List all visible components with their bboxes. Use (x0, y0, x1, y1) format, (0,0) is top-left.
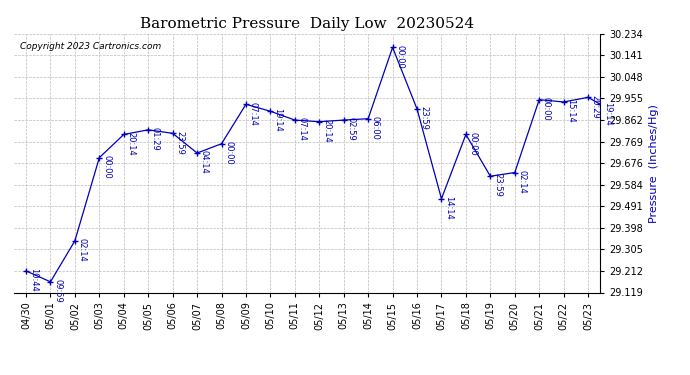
Text: Copyright 2023 Cartronics.com: Copyright 2023 Cartronics.com (19, 42, 161, 51)
Text: 23:59: 23:59 (493, 174, 502, 197)
Text: 20:14: 20:14 (322, 119, 331, 142)
Text: 09:59: 09:59 (53, 279, 62, 303)
Text: 00:00: 00:00 (224, 141, 233, 165)
Text: 00:00: 00:00 (542, 97, 551, 121)
Text: 02:14: 02:14 (78, 238, 87, 262)
Y-axis label: Pressure  (Inches/Hg): Pressure (Inches/Hg) (649, 104, 659, 223)
Text: 23:59: 23:59 (175, 130, 184, 154)
Text: 07:14: 07:14 (297, 117, 306, 141)
Text: 02:14: 02:14 (518, 170, 526, 194)
Text: 04:14: 04:14 (200, 150, 209, 174)
Text: 23:59: 23:59 (420, 106, 428, 130)
Text: 06:00: 06:00 (371, 116, 380, 140)
Text: 01:29: 01:29 (151, 127, 160, 151)
Text: 20:29: 20:29 (591, 94, 600, 118)
Text: 10:44: 10:44 (29, 268, 38, 292)
Text: 19:14: 19:14 (603, 102, 612, 125)
Text: 07:14: 07:14 (248, 102, 258, 125)
Text: 00:00: 00:00 (469, 132, 477, 155)
Text: 00:00: 00:00 (102, 155, 111, 178)
Title: Barometric Pressure  Daily Low  20230524: Barometric Pressure Daily Low 20230524 (140, 17, 474, 31)
Text: 15:14: 15:14 (566, 99, 575, 123)
Text: 20:14: 20:14 (126, 132, 135, 155)
Text: 14:14: 14:14 (444, 196, 453, 220)
Text: 19:14: 19:14 (273, 108, 282, 132)
Text: 00:00: 00:00 (395, 45, 404, 68)
Text: 02:59: 02:59 (346, 117, 355, 141)
